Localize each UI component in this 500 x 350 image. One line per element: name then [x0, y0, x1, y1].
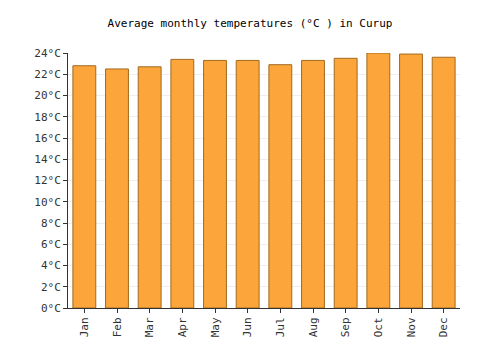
svg-text:Feb: Feb: [111, 317, 124, 337]
svg-text:Dec: Dec: [437, 317, 450, 337]
svg-text:20°C: 20°C: [34, 89, 61, 102]
svg-text:Oct: Oct: [372, 317, 385, 337]
svg-text:2°C: 2°C: [41, 281, 61, 294]
svg-text:Jan: Jan: [78, 317, 91, 337]
svg-text:14°C: 14°C: [34, 153, 61, 166]
svg-text:22°C: 22°C: [34, 68, 61, 81]
svg-text:8°C: 8°C: [41, 217, 61, 230]
svg-text:Aug: Aug: [307, 317, 320, 337]
svg-text:Jul: Jul: [274, 317, 287, 337]
svg-text:18°C: 18°C: [34, 111, 61, 124]
svg-text:10°C: 10°C: [34, 196, 61, 209]
svg-text:Nov: Nov: [405, 317, 418, 337]
svg-text:Apr: Apr: [176, 317, 189, 337]
svg-text:16°C: 16°C: [34, 132, 61, 145]
svg-text:Sep: Sep: [339, 317, 352, 337]
svg-text:May: May: [209, 317, 222, 337]
svg-text:12°C: 12°C: [34, 174, 61, 187]
svg-text:4°C: 4°C: [41, 259, 61, 272]
svg-text:Jun: Jun: [241, 317, 254, 337]
svg-text:6°C: 6°C: [41, 238, 61, 251]
svg-text:24°C: 24°C: [34, 47, 61, 60]
svg-text:Average monthly temperatures (: Average monthly temperatures (°C ) in Cu…: [108, 17, 393, 30]
svg-text:0°C: 0°C: [41, 302, 61, 315]
svg-text:Mar: Mar: [143, 317, 156, 337]
